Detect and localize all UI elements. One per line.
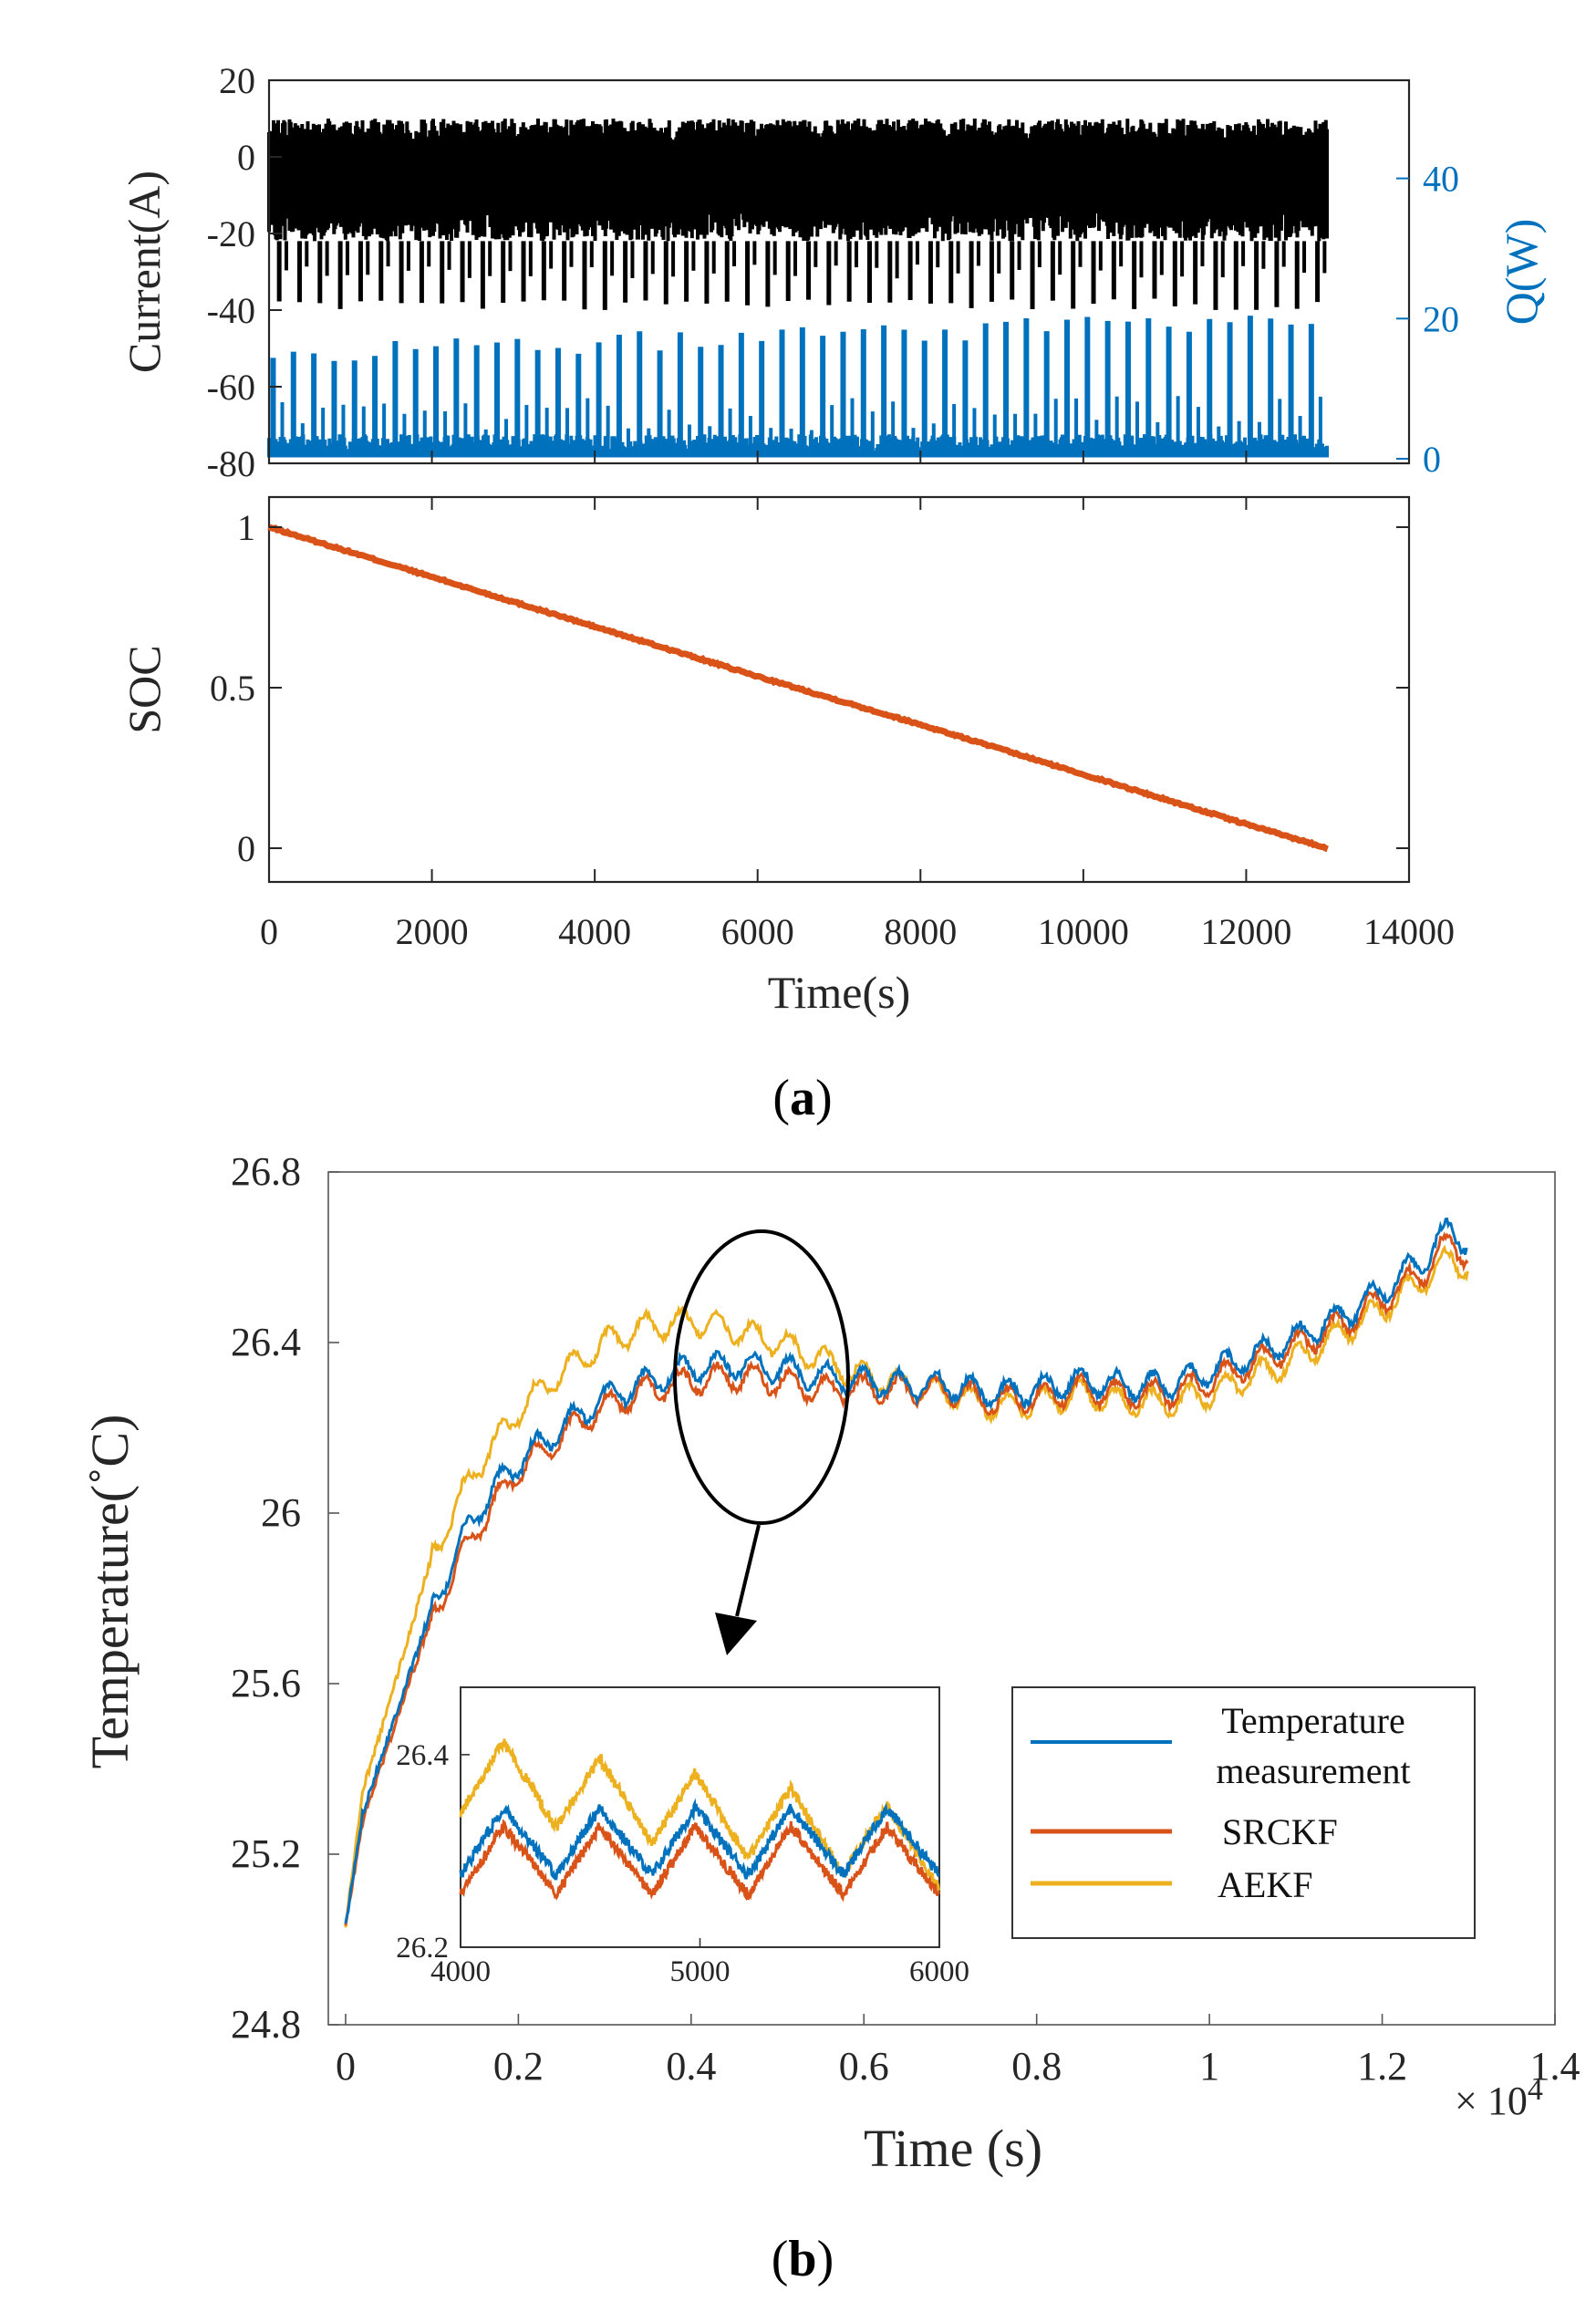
b-series-temperature-measurement bbox=[344, 1217, 1468, 1924]
zoom-arrow-head bbox=[715, 1612, 757, 1655]
panel-a-bottom-x-ticks: 0 2000 4000 6000 8000 10000 12000 14000 bbox=[260, 451, 1455, 952]
caption-b-close: ) bbox=[817, 2231, 834, 2287]
panel-a-top-frame bbox=[267, 78, 1411, 465]
inset-y-ticks: 26.4 26.2 bbox=[396, 1739, 470, 1965]
caption-a-open: ( bbox=[772, 1070, 790, 1126]
soc-axis-label: SOC bbox=[119, 645, 170, 733]
x-multiplier-base: × 10 bbox=[1455, 2079, 1528, 2123]
caption-a-close: ) bbox=[815, 1070, 833, 1126]
b-y-tick-label: 26 bbox=[261, 1490, 301, 1535]
panel-b-x-ticks: 0 0.2 0.4 0.6 0.8 1 1.2 1.4 bbox=[336, 2014, 1580, 2089]
caption-a-letter: a bbox=[790, 1070, 815, 1126]
svg-text:(b): (b) bbox=[772, 2231, 834, 2287]
inset-chart: 26.4 26.2 4000 5000 6000 bbox=[396, 1686, 969, 1988]
a-top-right-tick-label: 40 bbox=[1423, 159, 1459, 200]
panel-b-x-axis-label: Time (s) bbox=[864, 2119, 1042, 2178]
legend-label-measurement-line2: measurement bbox=[1216, 1750, 1410, 1791]
temperature-axis-label: Temperature(˚C) bbox=[80, 1415, 140, 1769]
inset-y-tick-label: 26.4 bbox=[396, 1739, 449, 1772]
panel-b: 26.8 26.4 26 25.6 25.2 24.8 0 0.2 0.4 0.6 0.8 1 1.2… bbox=[80, 1149, 1580, 2178]
panel-a-bottom: 10.50 0 2000 4000 6000 8000 10000 12000 14000 S… bbox=[119, 451, 1455, 1018]
panel-b-caption: (b) bbox=[772, 2231, 834, 2287]
inset-series-srckf bbox=[459, 1819, 940, 1903]
a-bottom-x-tick-label: 8000 bbox=[884, 911, 957, 952]
panel-b-frame bbox=[327, 1171, 1556, 2026]
panel-a-top-left-ticks: 20 0 -20 -40 -60 -80 bbox=[207, 60, 282, 484]
panel-b-y-ticks: 26.8 26.4 26 25.6 25.2 24.8 bbox=[231, 1149, 339, 2047]
a-top-y-tick-label: -60 bbox=[207, 367, 255, 408]
panel-a-top-right-ticks: 40 20 0 bbox=[1396, 159, 1459, 480]
a-bottom-x-tick-label: 14000 bbox=[1363, 911, 1455, 952]
a-top-y-tick-label: -20 bbox=[207, 213, 255, 254]
b-x-tick-label: 0.8 bbox=[1011, 2044, 1062, 2089]
b-x-tick-label: 1.2 bbox=[1357, 2044, 1407, 2089]
panel-a-bottom-y-ticks: 10.50 bbox=[210, 507, 1409, 869]
b-y-tick-label: 25.2 bbox=[231, 1831, 301, 1876]
b-y-tick-label: 24.8 bbox=[231, 2002, 301, 2047]
inset-x-tick-label: 6000 bbox=[909, 1955, 969, 1988]
a-bottom-x-tick-label: 0 bbox=[260, 911, 278, 952]
panel-a-x-axis-label: Time(s) bbox=[768, 967, 911, 1018]
legend-label-srckf: SRCKF bbox=[1222, 1811, 1338, 1852]
a-bottom-y-tick-label: 1 bbox=[237, 507, 255, 548]
panel-a-caption: (a) bbox=[772, 1070, 832, 1126]
panel-a-top: 20 0 -20 -40 -60 -80 40 20 0 Current(A) Q(W) bbox=[119, 60, 1547, 484]
x-multiplier-exponent: 4 bbox=[1528, 2073, 1543, 2107]
a-bottom-x-tick-label: 12000 bbox=[1200, 911, 1291, 952]
b-x-tick-label: 0.4 bbox=[666, 2044, 716, 2089]
svg-text:(a): (a) bbox=[772, 1070, 832, 1126]
b-x-tick-label: 0 bbox=[336, 2044, 356, 2089]
inset-y-tick-label: 26.2 bbox=[396, 1932, 449, 1965]
current-band bbox=[267, 119, 1329, 242]
soc-line bbox=[267, 524, 1329, 853]
a-bottom-y-tick-label: 0.5 bbox=[210, 668, 255, 709]
inset-x-tick-label: 5000 bbox=[670, 1955, 731, 1988]
zoom-arrow-line bbox=[735, 1524, 761, 1617]
q-series bbox=[267, 316, 1329, 458]
b-y-tick-label: 26.8 bbox=[231, 1149, 301, 1194]
current-series bbox=[267, 119, 1329, 310]
b-y-tick-label: 26.4 bbox=[231, 1320, 301, 1364]
b-x-tick-label: 0.2 bbox=[493, 2044, 544, 2089]
b-series-srckf bbox=[344, 1231, 1469, 1926]
caption-b-letter: b bbox=[788, 2231, 816, 2287]
a-top-y-tick-label: 20 bbox=[219, 60, 255, 101]
a-bottom-x-tick-label: 10000 bbox=[1038, 911, 1129, 952]
a-top-right-tick-label: 0 bbox=[1423, 439, 1441, 480]
inset-series bbox=[459, 1738, 940, 1903]
inset-x-ticks: 4000 5000 6000 bbox=[430, 1938, 969, 1988]
a-bottom-x-tick-label: 2000 bbox=[396, 911, 469, 952]
panel-b-series bbox=[344, 1217, 1469, 1928]
q-axis-label: Q(W) bbox=[1496, 219, 1547, 326]
a-bottom-x-tick-label: 6000 bbox=[721, 911, 794, 952]
a-bottom-x-tick-label: 4000 bbox=[558, 911, 631, 952]
b-y-tick-label: 25.6 bbox=[231, 1661, 301, 1706]
b-x-tick-label: 1 bbox=[1199, 2044, 1219, 2089]
caption-b-open: ( bbox=[772, 2231, 789, 2287]
panel-a-bottom-frame bbox=[267, 495, 1411, 884]
a-top-y-tick-label: -80 bbox=[207, 443, 255, 484]
b-x-tick-label: 1.4 bbox=[1530, 2044, 1580, 2089]
inset-frame bbox=[460, 1686, 940, 1948]
legend-box bbox=[1011, 1686, 1476, 1939]
x-multiplier: × 104 bbox=[1455, 2073, 1543, 2123]
zoom-ellipse bbox=[673, 1229, 850, 1525]
b-x-tick-label: 0.6 bbox=[839, 2044, 889, 2089]
inset-series-temperature-measurement bbox=[459, 1798, 940, 1882]
legend-label-aekf: AEKF bbox=[1218, 1864, 1312, 1905]
inset-x-tick-label: 4000 bbox=[430, 1955, 491, 1988]
legend: Temperature measurement SRCKF AEKF bbox=[1011, 1686, 1476, 1939]
a-top-right-tick-label: 20 bbox=[1423, 298, 1459, 339]
current-axis-label: Current(A) bbox=[119, 171, 170, 373]
a-bottom-y-tick-label: 0 bbox=[237, 828, 255, 869]
a-top-y-tick-label: -40 bbox=[207, 290, 255, 331]
a-top-y-tick-label: 0 bbox=[237, 137, 255, 178]
legend-label-measurement-line1: Temperature bbox=[1221, 1700, 1405, 1741]
